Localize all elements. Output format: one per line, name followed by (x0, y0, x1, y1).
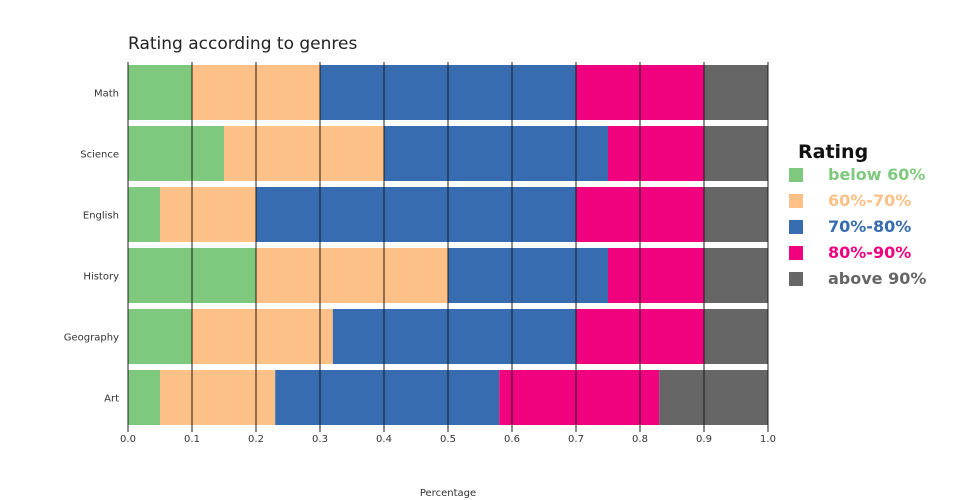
legend-swatch (789, 246, 803, 260)
legend-swatch (789, 220, 803, 234)
y-tick-label: Geography (64, 333, 119, 344)
legend-swatch (789, 272, 803, 286)
bar-english-series-4 (704, 187, 768, 242)
legend-title: Rating (798, 141, 868, 163)
bar-english-series-0 (128, 187, 160, 242)
bar-geography-series-4 (704, 309, 768, 364)
bar-math-series-4 (704, 65, 768, 120)
bar-history-series-2 (448, 248, 608, 303)
legend-swatch (789, 168, 803, 182)
x-axis-label: Percentage (420, 488, 476, 499)
bar-math-series-0 (128, 65, 192, 120)
y-tick-label: History (83, 272, 119, 283)
bar-geography-series-0 (128, 309, 192, 364)
x-tick-label: 0.9 (696, 434, 712, 445)
bar-art-series-4 (659, 370, 768, 425)
x-tick-label: 0.8 (632, 434, 648, 445)
bar-art-series-2 (275, 370, 500, 425)
x-axis: 0.0 0.1 0.2 0.3 0.4 0.5 0.6 0.7 0.8 0.9 1.0 (120, 62, 776, 445)
x-tick-label: 1.0 (760, 434, 776, 445)
bar-science-series-4 (704, 126, 768, 181)
x-tick-label: 0.1 (184, 434, 200, 445)
bar-science-series-0 (128, 126, 224, 181)
x-tick-label: 0.2 (248, 434, 264, 445)
x-tick-label: 0.3 (312, 434, 328, 445)
bar-history-series-1 (256, 248, 448, 303)
bar-english-series-1 (160, 187, 256, 242)
y-tick-label: Art (104, 394, 119, 405)
legend-swatch (789, 194, 803, 208)
x-tick-label: 0.0 (120, 434, 136, 445)
y-axis: Math Science English History Geography Art (64, 89, 119, 405)
bar-english-series-2 (256, 187, 576, 242)
legend-label: below 60% (828, 165, 925, 184)
bar-history-series-3 (608, 248, 704, 303)
bar-history-series-4 (704, 248, 768, 303)
x-tick-label: 0.6 (504, 434, 520, 445)
x-tick-label: 0.4 (376, 434, 392, 445)
bar-science-series-1 (224, 126, 384, 181)
y-tick-label: Science (80, 150, 119, 161)
y-tick-label: English (83, 211, 119, 222)
x-tick-label: 0.7 (568, 434, 584, 445)
legend-label: 60%-70% (828, 191, 911, 210)
legend: Rating below 60% 60%-70% 70%-80% 80%-90% abo… (789, 141, 926, 288)
bar-science-series-2 (384, 126, 608, 181)
bar-art-series-3 (499, 370, 660, 425)
bar-art-series-1 (160, 370, 276, 425)
y-tick-label: Math (94, 89, 119, 100)
bars-group (128, 65, 768, 425)
bar-geography-series-2 (332, 309, 576, 364)
bar-science-series-3 (608, 126, 704, 181)
legend-label: 80%-90% (828, 243, 911, 262)
legend-label: above 90% (828, 269, 926, 288)
chart-title: Rating according to genres (128, 34, 357, 54)
bar-art-series-0 (128, 370, 160, 425)
legend-label: 70%-80% (828, 217, 911, 236)
x-tick-label: 0.5 (440, 434, 456, 445)
bar-geography-series-1 (192, 309, 333, 364)
